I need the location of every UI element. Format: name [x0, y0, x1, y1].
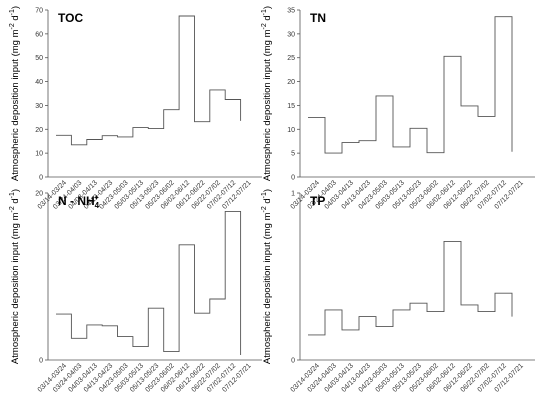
- y-axis-label-part: ): [10, 6, 21, 9]
- y-tick-label: 1: [291, 191, 295, 198]
- chart-panel-4: 0103/14-03/2403/24-04/0304/03-04/1304/13…: [261, 189, 535, 394]
- chart-panel-1: 01020304050607003/14-03/2403/24-04/0304/…: [9, 6, 262, 211]
- y-tick-label: 35: [287, 8, 295, 15]
- panel-title-superscript: +: [94, 193, 99, 202]
- y-tick-label: 10: [287, 127, 295, 134]
- y-axis-label-part: -1: [9, 9, 16, 15]
- y-axis-label-part: d: [262, 15, 273, 23]
- panel-title: TP: [310, 194, 325, 208]
- y-tick-label: 5: [291, 151, 295, 158]
- series-step-line: [308, 16, 513, 154]
- y-tick-label: 10: [35, 151, 43, 158]
- y-tick-label: 25: [287, 55, 295, 62]
- y-axis-label-part: d: [262, 198, 273, 206]
- y-tick-label: 20: [35, 127, 43, 134]
- y-axis-label-part: -2: [261, 206, 268, 212]
- y-tick-label: 0: [291, 175, 295, 182]
- y-tick-label: 0: [291, 358, 295, 365]
- panel-title-subscript: 4: [95, 201, 100, 210]
- y-axis-label-part: -2: [9, 23, 16, 29]
- chart-panel-2: 0510152025303503/14-03/2403/24-04/0304/0…: [261, 6, 535, 211]
- y-axis-label-part: d: [10, 198, 21, 206]
- series-step-line: [56, 210, 242, 355]
- y-tick-label: 40: [35, 79, 43, 86]
- y-axis-label-part: ): [262, 189, 273, 192]
- y-tick-label: 60: [35, 31, 43, 38]
- y-tick-label: 15: [287, 103, 295, 110]
- panel-title: N - NH4+: [58, 193, 100, 210]
- y-axis-label-part: -2: [9, 206, 16, 212]
- y-axis-label-part: d: [10, 15, 21, 23]
- y-tick-label: 20: [35, 191, 43, 198]
- y-axis-label: Atmospheric deposition input (mg m-2 d-1…: [9, 6, 21, 181]
- y-axis-label: Atmospheric deposition input (mg m-2 d-1…: [9, 189, 21, 364]
- y-tick-label: 20: [287, 79, 295, 86]
- series-step-line: [56, 15, 242, 146]
- y-axis-label-part: -1: [9, 192, 16, 198]
- y-axis-label-part: Atmospheric deposition input (mg m: [262, 212, 273, 364]
- y-axis-label-part: Atmospheric deposition input (mg m: [10, 212, 21, 364]
- y-axis-label-part: Atmospheric deposition input (mg m: [10, 29, 21, 181]
- y-tick-label: 0: [39, 175, 43, 182]
- chart-panel-3: 02003/14-03/2403/24-04/0304/03-04/1304/1…: [9, 189, 262, 394]
- y-axis-label: Atmospheric deposition input (mg m-2 d-1…: [261, 189, 273, 364]
- y-axis-label-part: -2: [261, 23, 268, 29]
- y-axis-label-part: -1: [261, 9, 268, 15]
- series-step-line: [308, 240, 513, 336]
- y-tick-label: 50: [35, 55, 43, 62]
- panel-title: TN: [310, 11, 326, 25]
- y-tick-label: 70: [35, 8, 43, 15]
- y-axis-label: Atmospheric deposition input (mg m-2 d-1…: [261, 6, 273, 181]
- y-tick-label: 30: [35, 103, 43, 110]
- y-axis-label-part: -1: [261, 192, 268, 198]
- panel-title: TOC: [58, 11, 83, 25]
- y-axis-label-part: Atmospheric deposition input (mg m: [262, 29, 273, 181]
- y-axis-label-part: ): [262, 6, 273, 9]
- y-axis-label-part: ): [10, 189, 21, 192]
- y-tick-label: 30: [287, 31, 295, 38]
- panel-title-main: N - NH: [58, 194, 95, 208]
- y-tick-label: 0: [39, 358, 43, 365]
